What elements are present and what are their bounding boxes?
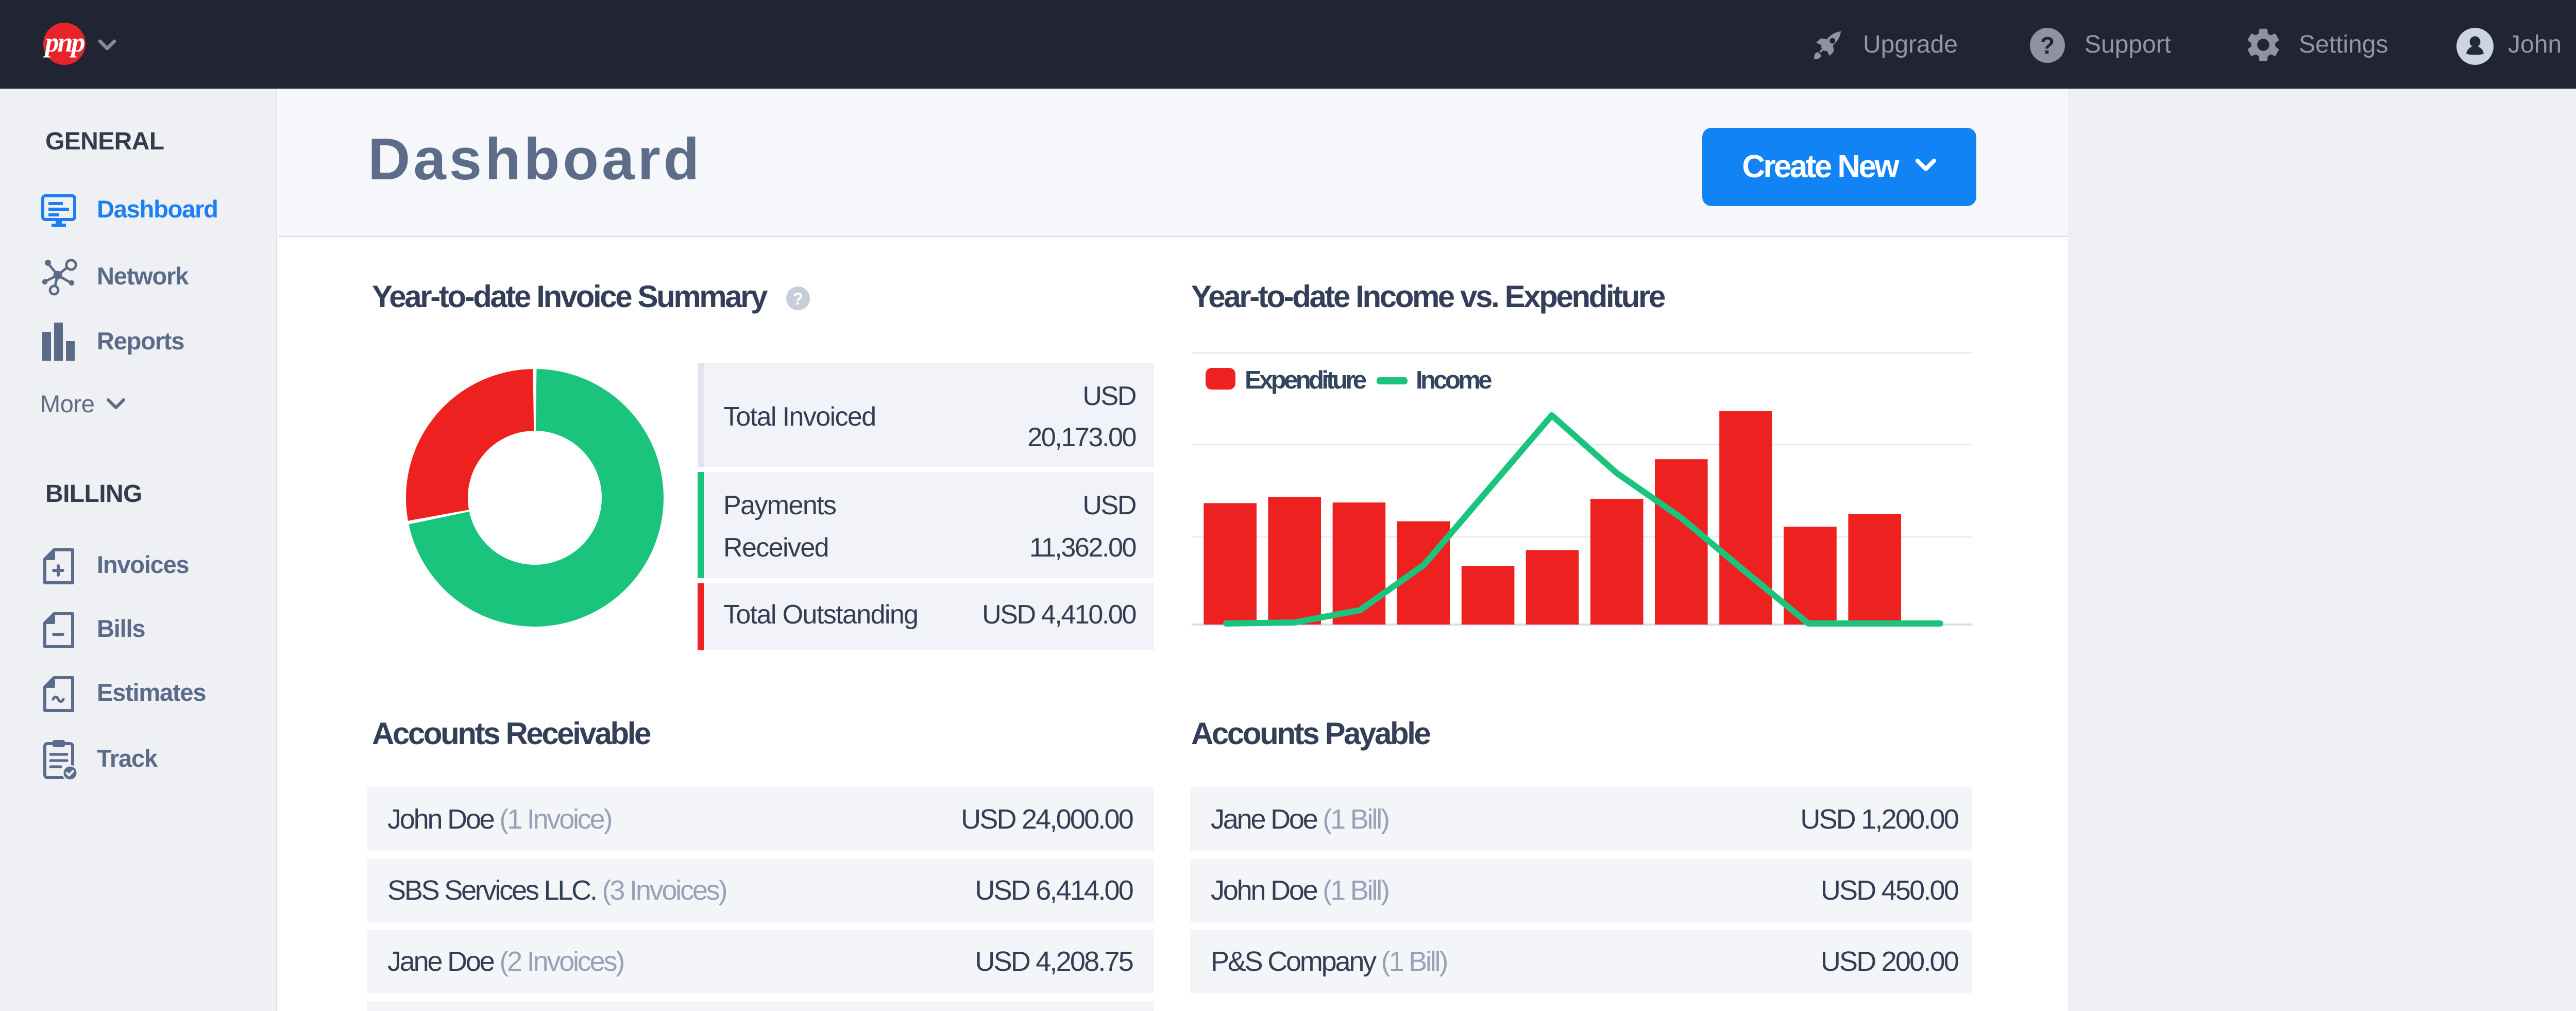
svg-text:?: ?	[793, 289, 803, 308]
svg-text:?: ?	[2040, 32, 2055, 59]
